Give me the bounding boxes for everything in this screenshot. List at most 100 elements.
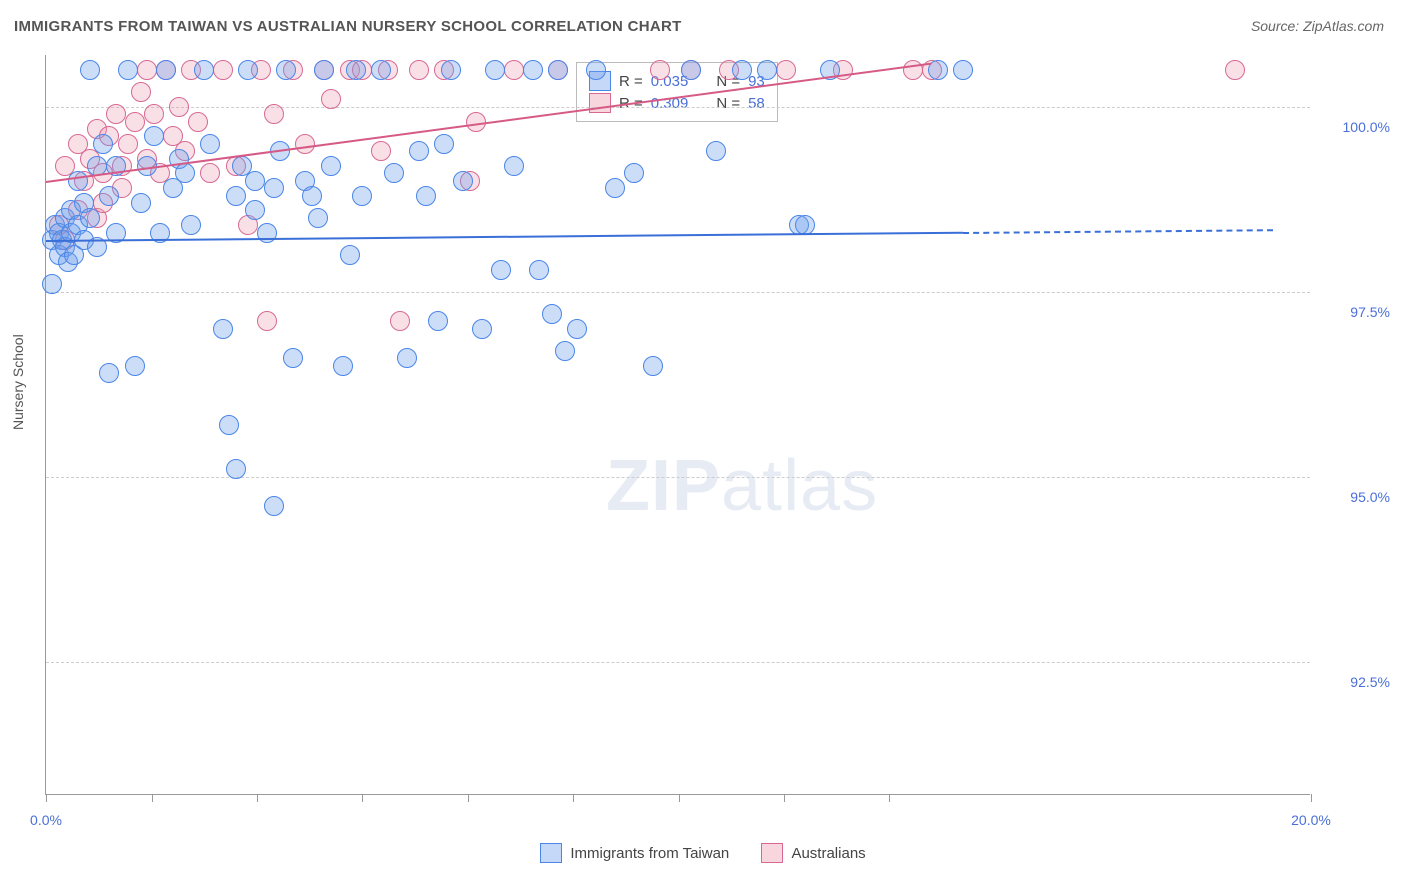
scatter-point-pink xyxy=(213,60,233,80)
scatter-point-blue xyxy=(434,134,454,154)
scatter-point-blue xyxy=(548,60,568,80)
scatter-point-blue xyxy=(219,415,239,435)
x-tick xyxy=(468,794,469,802)
watermark-zip: ZIP xyxy=(606,446,721,526)
legend-label: Immigrants from Taiwan xyxy=(570,845,729,862)
scatter-point-pink xyxy=(321,89,341,109)
scatter-point-pink xyxy=(106,104,126,124)
scatter-point-blue xyxy=(93,134,113,154)
page-title: IMMIGRANTS FROM TAIWAN VS AUSTRALIAN NUR… xyxy=(14,18,682,35)
scatter-point-blue xyxy=(283,348,303,368)
scatter-point-blue xyxy=(352,186,372,206)
scatter-point-pink xyxy=(371,141,391,161)
y-tick-label: 92.5% xyxy=(1350,674,1390,690)
scatter-point-blue xyxy=(276,60,296,80)
scatter-point-blue xyxy=(340,245,360,265)
scatter-point-pink xyxy=(257,311,277,331)
scatter-point-blue xyxy=(371,60,391,80)
gridline xyxy=(46,292,1310,293)
scatter-point-blue xyxy=(485,60,505,80)
legend-item-blue: Immigrants from Taiwan xyxy=(540,843,729,863)
scatter-point-pink xyxy=(1225,60,1245,80)
swatch-pink-icon xyxy=(761,843,783,863)
scatter-point-blue xyxy=(42,274,62,294)
legend-item-pink: Australians xyxy=(761,843,865,863)
watermark-atlas: atlas xyxy=(721,446,878,526)
scatter-point-pink xyxy=(131,82,151,102)
scatter-point-blue xyxy=(409,141,429,161)
n-label: N = xyxy=(716,95,740,112)
scatter-point-blue xyxy=(472,319,492,339)
gridline xyxy=(46,662,1310,663)
scatter-point-pink xyxy=(188,112,208,132)
scatter-point-pink xyxy=(118,134,138,154)
scatter-point-pink xyxy=(144,104,164,124)
scatter-point-blue xyxy=(213,319,233,339)
scatter-point-blue xyxy=(68,171,88,191)
scatter-point-blue xyxy=(156,60,176,80)
y-tick-label: 100.0% xyxy=(1343,119,1390,135)
scatter-point-blue xyxy=(80,60,100,80)
scatter-point-blue xyxy=(555,341,575,361)
scatter-point-blue xyxy=(529,260,549,280)
scatter-point-blue xyxy=(226,459,246,479)
x-tick xyxy=(889,794,890,802)
scatter-point-blue xyxy=(491,260,511,280)
scatter-point-blue xyxy=(264,496,284,516)
gridline xyxy=(46,107,1310,108)
scatter-point-blue xyxy=(441,60,461,80)
n-value: 58 xyxy=(748,95,765,112)
x-tick xyxy=(573,794,574,802)
series-legend: Immigrants from Taiwan Australians xyxy=(0,843,1406,867)
scatter-point-blue xyxy=(416,186,436,206)
scatter-point-pink xyxy=(295,134,315,154)
scatter-point-pink xyxy=(650,60,670,80)
scatter-point-pink xyxy=(776,60,796,80)
x-tick xyxy=(679,794,680,802)
scatter-point-blue xyxy=(624,163,644,183)
scatter-point-blue xyxy=(428,311,448,331)
scatter-point-blue xyxy=(732,60,752,80)
scatter-point-blue xyxy=(321,156,341,176)
x-tick-label: 20.0% xyxy=(1291,812,1331,828)
scatter-point-blue xyxy=(200,134,220,154)
scatter-point-pink xyxy=(200,163,220,183)
scatter-point-pink xyxy=(390,311,410,331)
scatter-point-blue xyxy=(605,178,625,198)
scatter-point-pink xyxy=(409,60,429,80)
scatter-point-blue xyxy=(504,156,524,176)
scatter-point-blue xyxy=(181,215,201,235)
scatter-point-blue xyxy=(542,304,562,324)
y-tick-label: 95.0% xyxy=(1350,489,1390,505)
scatter-point-blue xyxy=(643,356,663,376)
x-tick xyxy=(362,794,363,802)
x-tick xyxy=(257,794,258,802)
scatter-point-blue xyxy=(99,186,119,206)
scatter-point-blue xyxy=(118,60,138,80)
scatter-point-blue xyxy=(346,60,366,80)
watermark: ZIPatlas xyxy=(606,445,878,527)
scatter-point-blue xyxy=(80,208,100,228)
scatter-point-blue xyxy=(245,171,265,191)
trend-line-pink xyxy=(46,62,932,182)
scatter-point-pink xyxy=(169,97,189,117)
scatter-point-blue xyxy=(314,60,334,80)
legend-label: Australians xyxy=(791,845,865,862)
scatter-point-pink xyxy=(137,60,157,80)
scatter-point-blue xyxy=(125,356,145,376)
y-tick-label: 97.5% xyxy=(1350,304,1390,320)
scatter-point-pink xyxy=(264,104,284,124)
scatter-point-blue xyxy=(226,186,246,206)
r-label: R = xyxy=(619,73,643,90)
source-attribution: Source: ZipAtlas.com xyxy=(1251,18,1384,34)
scatter-point-blue xyxy=(953,60,973,80)
x-tick xyxy=(1311,794,1312,802)
scatter-point-blue xyxy=(131,193,151,213)
scatter-point-blue xyxy=(397,348,417,368)
x-tick-label: 0.0% xyxy=(30,812,62,828)
scatter-point-pink xyxy=(903,60,923,80)
scatter-point-blue xyxy=(99,363,119,383)
source-prefix: Source: xyxy=(1251,18,1303,34)
scatter-point-pink xyxy=(125,112,145,132)
source-name: ZipAtlas.com xyxy=(1303,18,1384,34)
